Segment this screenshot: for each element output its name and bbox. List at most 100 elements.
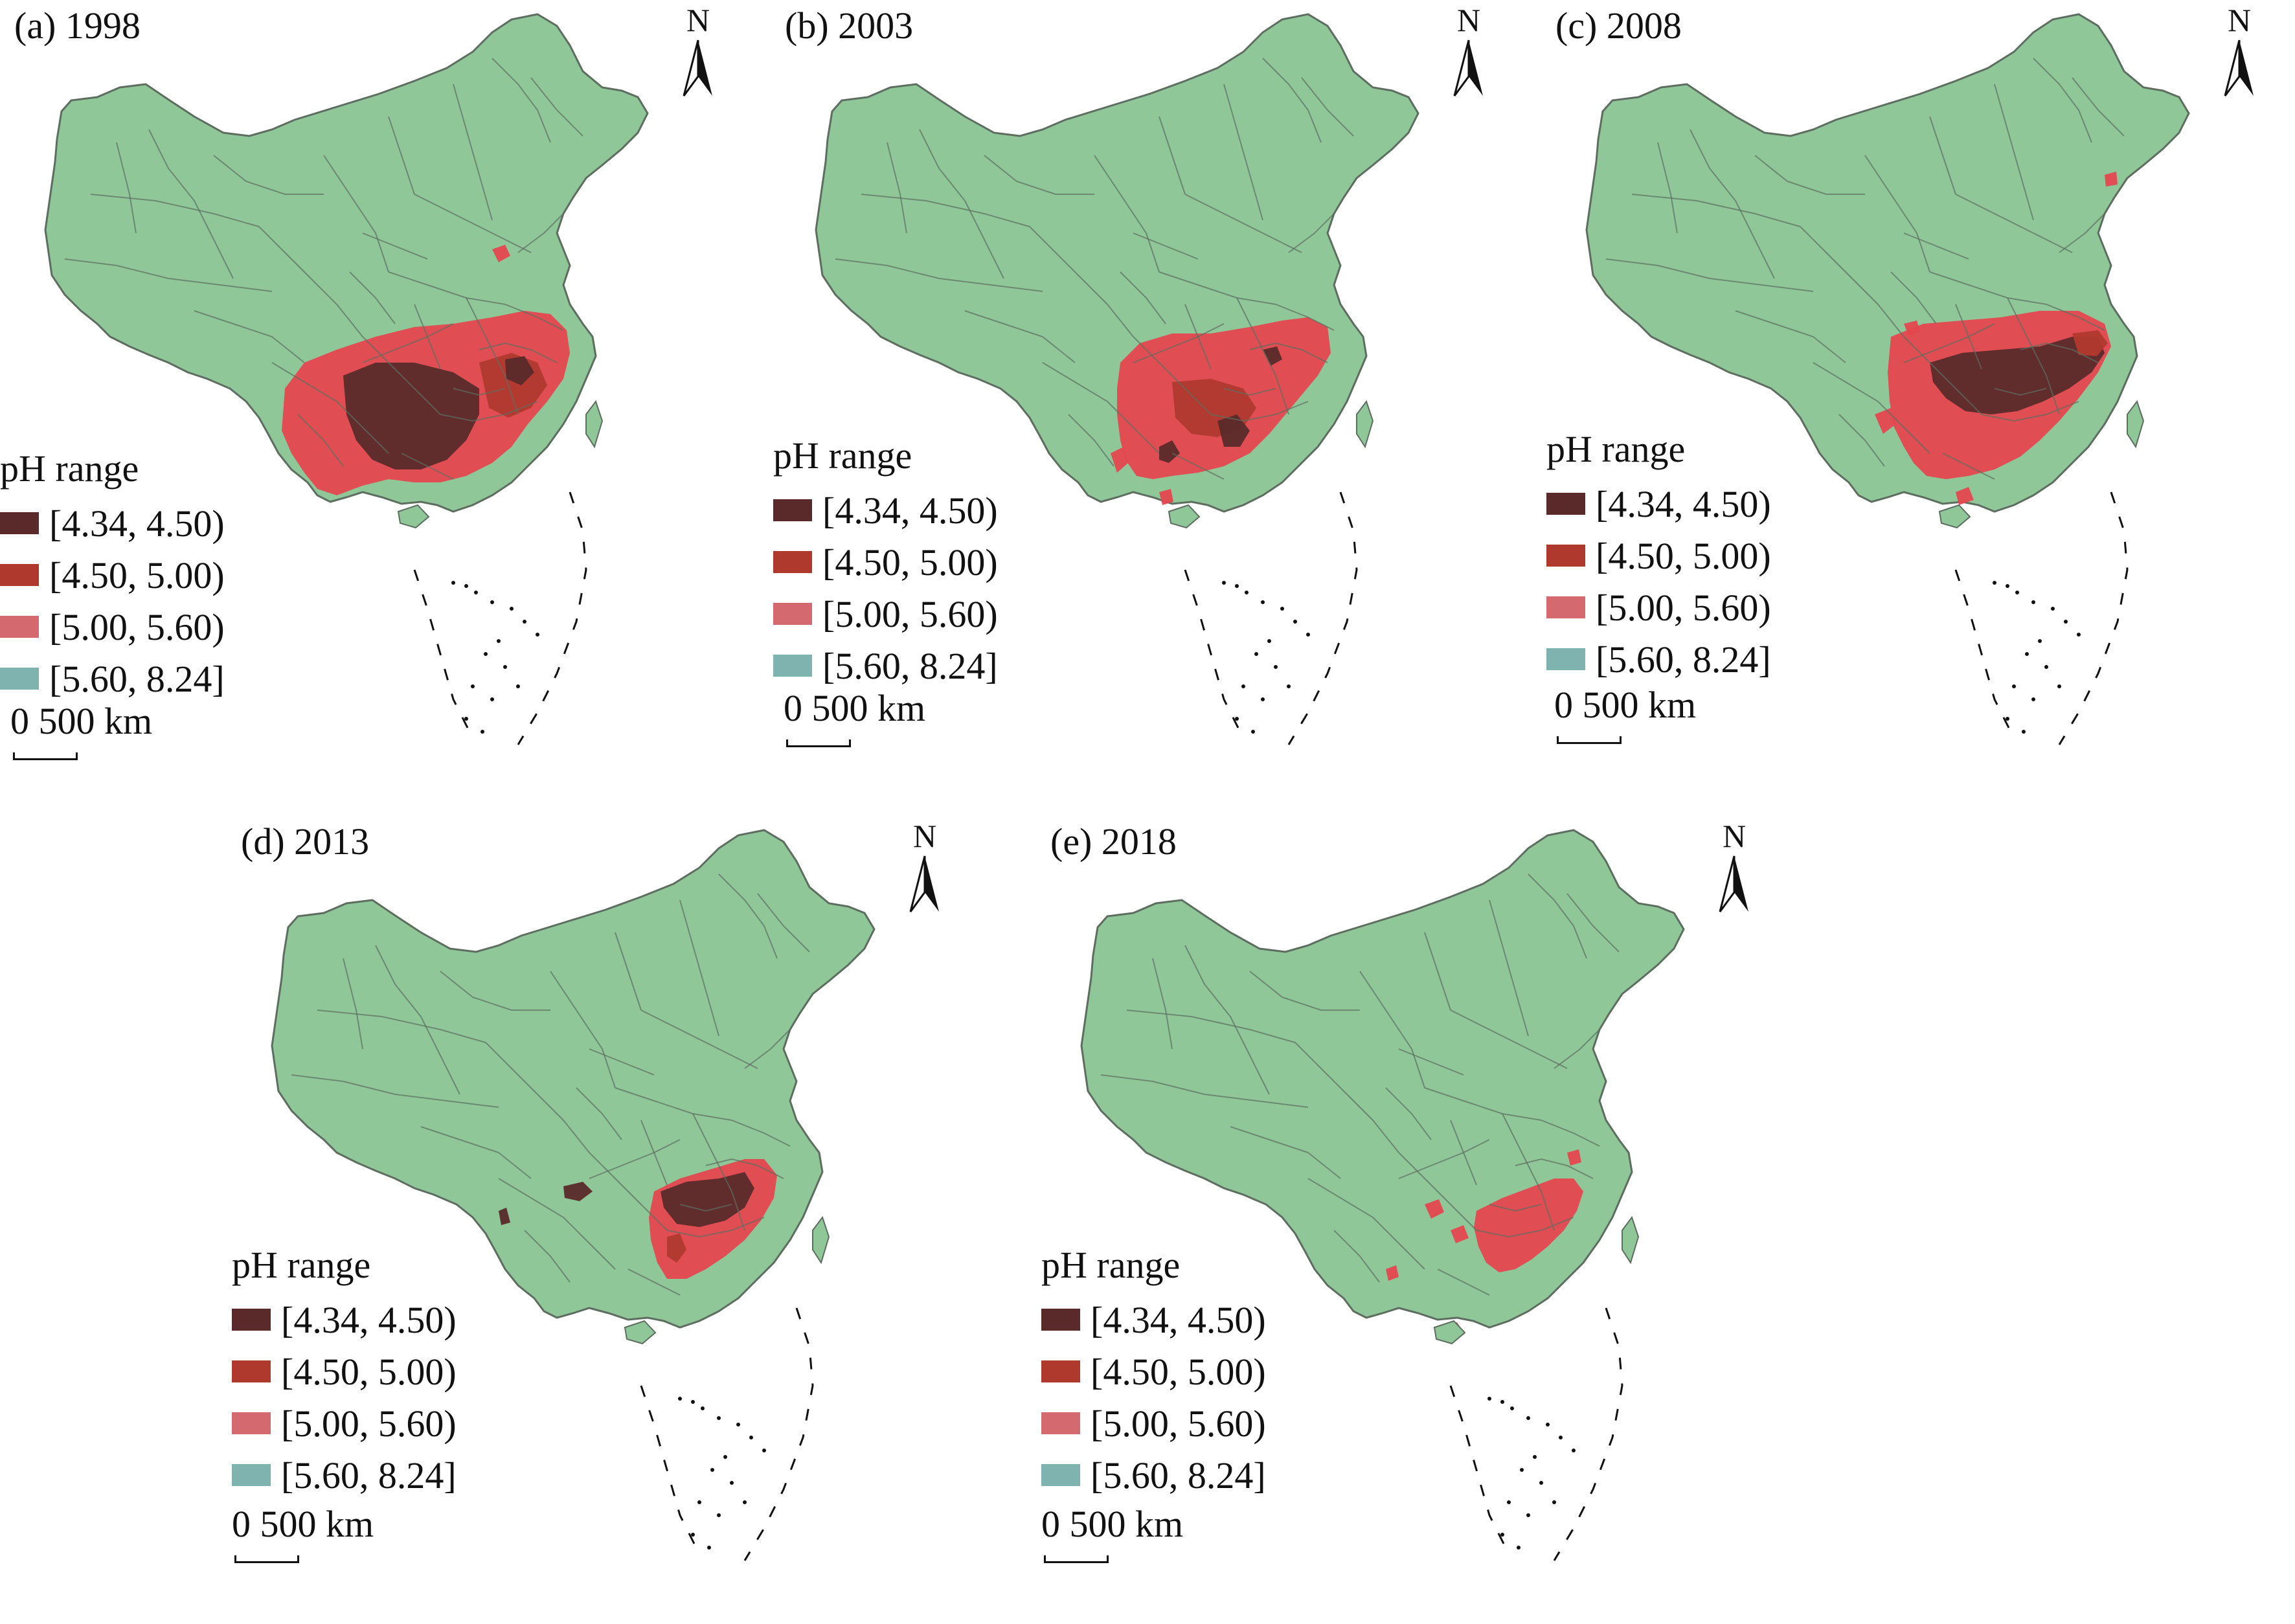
region-border bbox=[2007, 297, 2060, 415]
islet bbox=[678, 1397, 682, 1401]
scale-label: 0 500 km bbox=[1041, 1503, 1184, 1545]
legend-label: [4.50, 5.00) bbox=[281, 1350, 457, 1393]
legend-item: [5.00, 5.60) bbox=[232, 1397, 517, 1449]
legend-item: [4.34, 4.50) bbox=[1546, 478, 1831, 530]
region-border bbox=[731, 1120, 791, 1147]
legend-label: [5.60, 8.24] bbox=[1596, 638, 1771, 681]
legend-label: [5.60, 8.24] bbox=[281, 1454, 457, 1496]
region-border bbox=[1184, 304, 1212, 370]
scale-bar: 0 500 km bbox=[1554, 683, 1723, 748]
legend-label: [5.00, 5.60) bbox=[1596, 586, 1771, 629]
region-border bbox=[258, 226, 337, 305]
island bbox=[1622, 1215, 1640, 1265]
region-border bbox=[1942, 453, 1995, 480]
legend: pH range [4.34, 4.50) [4.50, 5.00) [5.00… bbox=[1546, 427, 1831, 685]
islet bbox=[1267, 639, 1271, 643]
region-border bbox=[640, 1120, 668, 1186]
region-border bbox=[1223, 84, 1263, 221]
svg-text:N: N bbox=[2228, 2, 2251, 38]
island bbox=[1938, 504, 1971, 529]
legend-label: [4.34, 4.50) bbox=[49, 502, 225, 545]
islet bbox=[691, 1400, 695, 1404]
islet bbox=[1306, 633, 1310, 637]
north-arrow-icon: N bbox=[2215, 0, 2267, 104]
legend-label: [5.60, 8.24] bbox=[49, 657, 225, 700]
region-border bbox=[1210, 401, 1309, 422]
region-border bbox=[835, 258, 1043, 292]
acid-rain-zone bbox=[1451, 1225, 1469, 1243]
panel-2003: (b) 2003 N pH range [4.34, 4.50) [4.50, … bbox=[771, 0, 1535, 803]
islet bbox=[1280, 607, 1284, 611]
legend-swatch bbox=[773, 499, 812, 521]
north-arrow-icon: N bbox=[1444, 0, 1496, 104]
islet bbox=[1261, 697, 1265, 701]
legend-item: [5.60, 8.24] bbox=[0, 653, 285, 705]
islet bbox=[2012, 684, 2016, 688]
islet bbox=[1500, 1533, 1504, 1537]
region-border bbox=[1754, 155, 1865, 195]
region-border bbox=[2020, 342, 2099, 363]
island bbox=[1433, 1320, 1466, 1345]
island bbox=[397, 504, 430, 529]
region-border bbox=[504, 304, 564, 331]
region-border bbox=[414, 194, 532, 253]
legend: pH range [4.34, 4.50) [4.50, 5.00) [5.00… bbox=[1041, 1243, 1326, 1501]
legend-swatch bbox=[773, 551, 812, 573]
islet bbox=[523, 620, 526, 624]
legend-label: [5.00, 5.60) bbox=[1091, 1402, 1266, 1445]
islet bbox=[710, 1468, 714, 1472]
legend-label: [5.00, 5.60) bbox=[281, 1402, 457, 1445]
region-border bbox=[887, 142, 907, 234]
sea-boundary-line bbox=[1287, 491, 1358, 745]
region-border bbox=[615, 1087, 732, 1121]
panel-2008: (c) 2008 N pH range [4.34, 4.50) [4.50, … bbox=[1541, 0, 2295, 803]
legend-label: [4.50, 5.00) bbox=[822, 541, 998, 583]
islet bbox=[1287, 684, 1291, 688]
legend-swatch bbox=[0, 668, 39, 690]
north-arrow-icon: N bbox=[1710, 816, 1761, 919]
panel-title: (e) 2018 bbox=[1050, 820, 1177, 863]
region-border bbox=[375, 945, 460, 1095]
region-border bbox=[1184, 945, 1270, 1095]
region-border bbox=[116, 142, 137, 234]
islet bbox=[762, 1449, 766, 1452]
region-border bbox=[1184, 194, 1302, 253]
islet bbox=[484, 652, 488, 656]
region-border bbox=[1955, 194, 2073, 253]
scale-label: 0 500 km bbox=[10, 700, 153, 742]
acid-rain-zone bbox=[661, 1172, 754, 1227]
islet bbox=[497, 639, 501, 643]
sea-boundary-line bbox=[743, 1307, 814, 1561]
region-border bbox=[589, 1048, 655, 1076]
islet bbox=[464, 717, 468, 721]
region-border bbox=[440, 971, 550, 1011]
islet bbox=[2051, 607, 2055, 611]
legend-swatch bbox=[1546, 648, 1585, 670]
acid-rain-zone bbox=[1567, 1149, 1581, 1166]
scale-label: 0 500 km bbox=[1554, 684, 1697, 726]
legend-label: [4.50, 5.00) bbox=[1596, 534, 1771, 577]
region-border bbox=[2072, 77, 2125, 137]
acid-rain-zone bbox=[1474, 1179, 1583, 1272]
region-border bbox=[589, 1139, 681, 1179]
islet bbox=[1254, 652, 1258, 656]
islet bbox=[1520, 1468, 1524, 1472]
region-border bbox=[1230, 1126, 1341, 1179]
islet bbox=[536, 633, 539, 637]
region-border bbox=[563, 1120, 668, 1231]
islet bbox=[717, 1513, 721, 1517]
region-border bbox=[1042, 362, 1160, 454]
legend-swatch bbox=[1546, 596, 1585, 618]
legend-label: [5.60, 8.24] bbox=[822, 644, 998, 687]
region-border bbox=[1249, 971, 1360, 1011]
region-border bbox=[1068, 414, 1114, 467]
scale-line bbox=[1044, 1555, 1109, 1563]
acid-rain-zone bbox=[2072, 330, 2108, 356]
scale-bar: 0 500 km bbox=[784, 686, 952, 751]
region-border bbox=[1126, 1009, 1296, 1043]
region-border bbox=[1515, 1158, 1594, 1179]
svg-text:N: N bbox=[913, 818, 936, 854]
legend-item: [5.60, 8.24] bbox=[1041, 1449, 1326, 1501]
islet bbox=[1245, 591, 1249, 594]
islet bbox=[717, 1416, 721, 1420]
